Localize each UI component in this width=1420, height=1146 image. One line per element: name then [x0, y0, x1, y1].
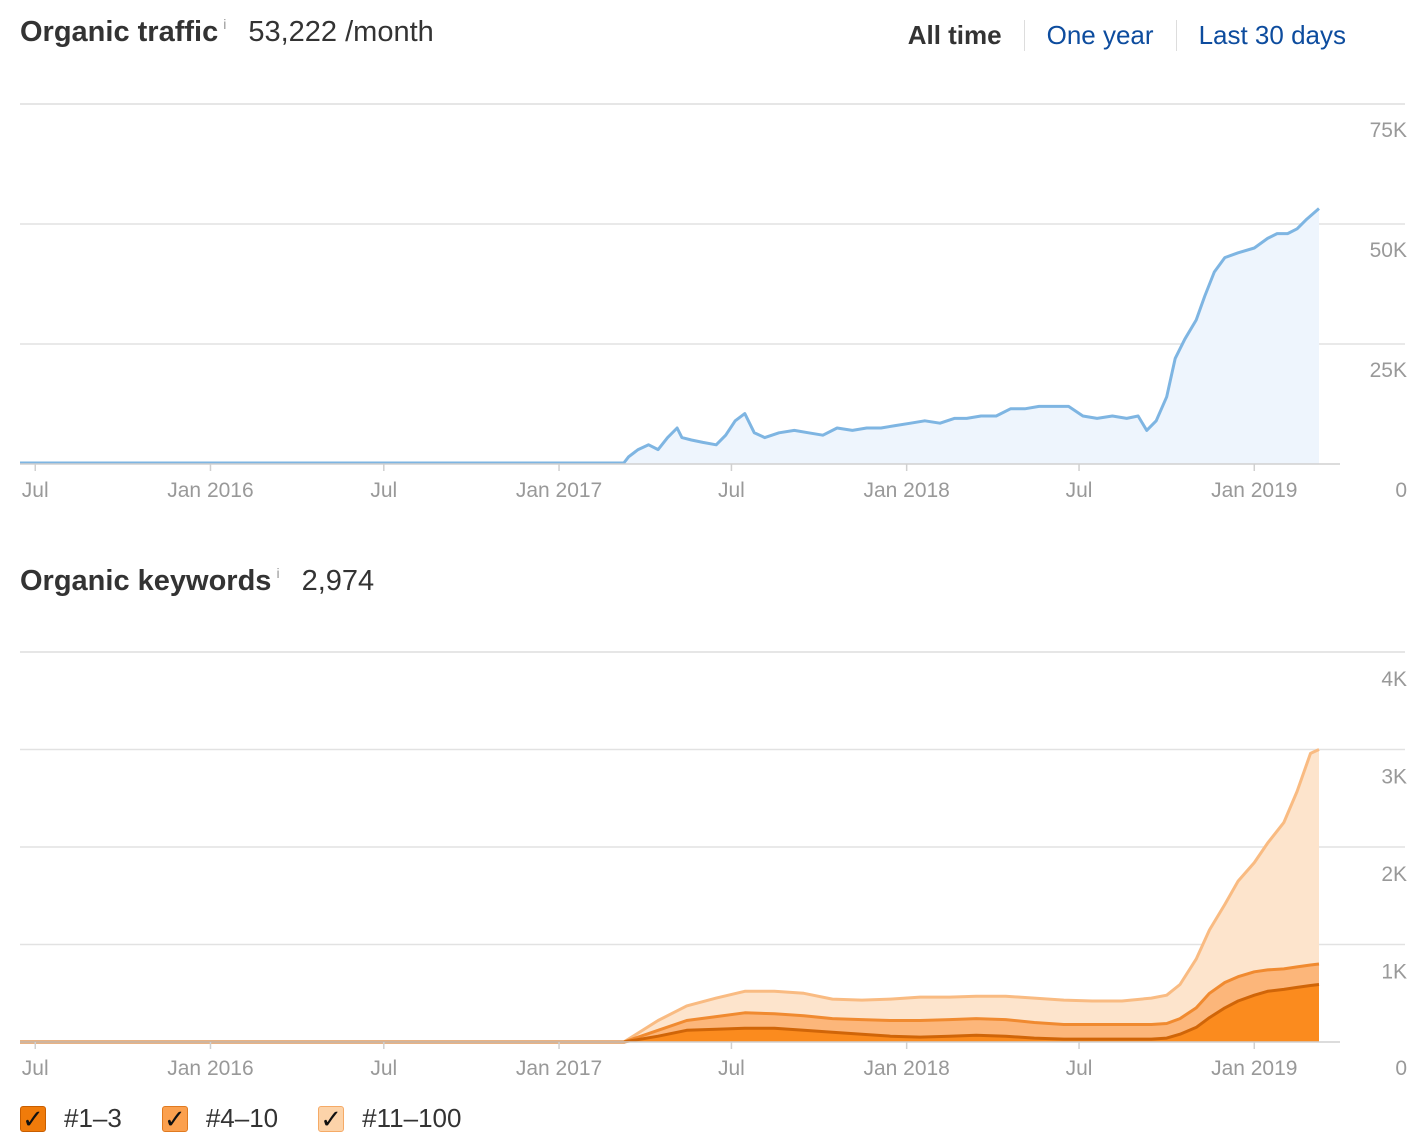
y-tick-label: 1K: [1381, 961, 1407, 984]
x-tick-label: Jan 2019: [1211, 479, 1297, 502]
legend-label-11-100: #11–100: [362, 1103, 462, 1133]
tab-last-30-days[interactable]: Last 30 days: [1175, 20, 1368, 51]
x-tick-label: Jul: [718, 479, 745, 502]
legend-item-11-100[interactable]: ✓ #11–100: [318, 1103, 461, 1134]
x-tick-label: Jul: [718, 1057, 745, 1080]
traffic-info-icon[interactable]: i: [223, 16, 227, 32]
traffic-value: 53,222 /month: [248, 16, 434, 48]
x-tick-label: Jul: [22, 1057, 49, 1080]
keywords-value: 2,974: [301, 565, 375, 597]
keywords-header: Organic keywords i 2,974: [20, 565, 374, 598]
y-tick-label: 75K: [1370, 119, 1407, 142]
legend-label-4-10: #4–10: [205, 1103, 279, 1133]
keywords-chart: 1K 2K 3K 4K 0 Jul Jan 2016 Jul Jan 2017 Jul Jan 20…: [20, 651, 1407, 1080]
series-4-10-line: [20, 962, 1320, 1044]
y-tick-label: 2K: [1381, 863, 1407, 886]
x-tick-label: Jan 2018: [863, 1057, 949, 1080]
y-tick-label: 25K: [1370, 359, 1407, 382]
x-tick-label: Jul: [22, 479, 49, 502]
traffic-header: Organic traffic i 53,222 /month: [20, 16, 434, 49]
x-tick-label: Jan 2017: [516, 479, 602, 502]
y-tick-label: 50K: [1370, 239, 1407, 262]
traffic-title: Organic traffic: [20, 16, 219, 48]
x-tick-label: Jan 2019: [1211, 1057, 1297, 1080]
y-zero-label: 0: [1395, 1057, 1407, 1080]
tab-one-year[interactable]: One year: [1023, 20, 1176, 51]
x-tick-label: Jan 2016: [167, 1057, 253, 1080]
traffic-line: [20, 207, 1320, 465]
legend-item-4-10[interactable]: ✓ #4–10: [161, 1103, 279, 1134]
x-tick-label: Jan 2017: [516, 1057, 602, 1080]
series-11-100-line: [20, 748, 1320, 1044]
x-tick-label: Jan 2016: [167, 479, 253, 502]
checkbox-4-10[interactable]: ✓: [161, 1105, 188, 1132]
x-tick-label: Jul: [1066, 1057, 1093, 1080]
legend-item-top3[interactable]: ✓ #1–3: [20, 1103, 122, 1134]
y-zero-label: 0: [1395, 479, 1407, 502]
checkbox-11-100[interactable]: ✓: [318, 1105, 345, 1132]
series-4-10-area: [20, 964, 1319, 1042]
y-tick-label: 3K: [1381, 766, 1407, 789]
x-tick-label: Jul: [370, 479, 397, 502]
series-top3-line: [20, 983, 1320, 1044]
checkbox-top3[interactable]: ✓: [20, 1105, 46, 1132]
x-tick-label: Jul: [370, 1057, 397, 1080]
keywords-title: Organic keywords: [20, 565, 272, 597]
x-tick-label: Jul: [1066, 479, 1093, 502]
range-tabs: All time One year Last 30 days: [908, 20, 1368, 51]
traffic-area: [20, 208, 1319, 464]
y-tick-label: 4K: [1381, 668, 1407, 691]
series-11-100-area: [20, 749, 1319, 1042]
legend: ✓ #1–3 ✓ #4–10 ✓ #11–100: [20, 1103, 501, 1134]
x-tick-label: Jan 2018: [863, 479, 949, 502]
legend-label-top3: #1–3: [64, 1103, 122, 1133]
tab-all-time[interactable]: All time: [907, 20, 1002, 50]
series-top3-area: [20, 984, 1319, 1042]
keywords-info-icon[interactable]: i: [276, 565, 280, 581]
traffic-chart: 25K 50K 75K 0 Jul Jan 2016 Jul Jan 2017 Jul Jan 2…: [20, 103, 1407, 502]
